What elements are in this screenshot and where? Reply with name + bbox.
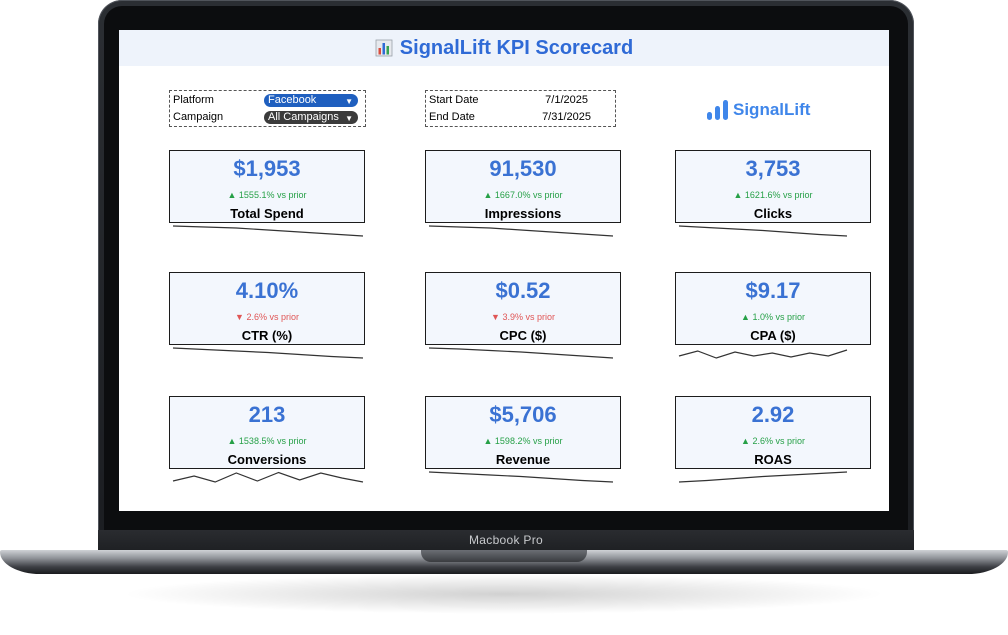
chevron-down-icon: ▼: [345, 114, 353, 123]
kpi-delta: ▲ 1555.1% vs prior: [227, 190, 307, 200]
kpi-value: 213: [248, 402, 286, 427]
kpi-label: Total Spend: [230, 206, 304, 221]
laptop-notch: [421, 550, 587, 562]
kpi-delta: ▲ 1621.6% vs prior: [733, 190, 813, 200]
kpi-card: 4.10% ▼ 2.6% vs prior CTR (%): [169, 272, 365, 345]
kpi-card: 213 ▲ 1538.5% vs prior Conversions: [169, 396, 365, 469]
kpi-delta: ▲ 1667.0% vs prior: [483, 190, 563, 200]
platform-dropdown[interactable]: Facebook ▼: [264, 94, 358, 107]
platform-dropdown-value: Facebook: [268, 94, 317, 106]
kpi-card: 91,530 ▲ 1667.0% vs prior Impressions: [425, 150, 621, 223]
campaign-label: Campaign: [173, 111, 224, 123]
sparkline-path: [428, 347, 614, 359]
platform-label: Platform: [173, 94, 214, 106]
kpi-label: ROAS: [754, 452, 792, 467]
kpi-delta: ▼ 2.6% vs prior: [235, 312, 299, 322]
sparkline-path: [428, 471, 614, 483]
device-label: Macbook Pro: [98, 530, 914, 550]
sparkline-path: [678, 225, 848, 237]
kpi-label: Clicks: [753, 206, 793, 221]
kpi-value: $9.17: [745, 278, 801, 303]
kpi-value: 4.10%: [235, 278, 299, 303]
sparkline-path: [172, 471, 364, 483]
kpi-label: CPC ($): [499, 328, 547, 343]
kpi-sparkline: [172, 347, 364, 359]
kpi-sparkline: [172, 471, 364, 483]
kpi-value: 2.92: [751, 402, 795, 427]
sparkline-path: [172, 347, 364, 359]
kpi-value: $5,706: [489, 402, 557, 427]
sparkline-path: [678, 471, 848, 483]
kpi-value: 91,530: [489, 156, 557, 181]
campaign-dropdown[interactable]: All Campaigns ▼: [264, 111, 358, 124]
kpi-sparkline: [172, 225, 364, 237]
kpi-label: Impressions: [484, 206, 562, 221]
page-title: SignalLift KPI Scorecard: [399, 36, 634, 59]
kpi-label: CTR (%): [241, 328, 293, 343]
kpi-label: Conversions: [227, 452, 307, 467]
signal-bars-icon: [707, 100, 728, 120]
title-bar: SignalLift KPI Scorecard: [119, 30, 889, 66]
kpi-value: $1,953: [233, 156, 301, 181]
kpi-card: $0.52 ▼ 3.9% vs prior CPC ($): [425, 272, 621, 345]
kpi-label: Revenue: [495, 452, 551, 467]
kpi-label: CPA ($): [750, 328, 796, 343]
sparkline-path: [428, 225, 614, 237]
kpi-delta: ▲ 1598.2% vs prior: [483, 436, 563, 446]
start-date-value[interactable]: 7/1/2025: [545, 94, 588, 106]
kpi-sparkline: [428, 471, 614, 483]
kpi-card: 2.92 ▲ 2.6% vs prior ROAS: [675, 396, 871, 469]
kpi-card: $1,953 ▲ 1555.1% vs prior Total Spend: [169, 150, 365, 223]
end-date-label: End Date: [429, 111, 475, 123]
end-date-value[interactable]: 7/31/2025: [542, 111, 591, 123]
laptop-shadow: [120, 574, 888, 614]
chevron-down-icon: ▼: [345, 97, 353, 106]
filter-panel: Platform Facebook ▼ Campaign All Campaig…: [169, 90, 366, 127]
bar-chart-icon: [375, 39, 393, 57]
kpi-delta: ▲ 1538.5% vs prior: [227, 436, 307, 446]
date-range-panel: Start Date 7/1/2025 End Date 7/31/2025: [425, 90, 616, 127]
campaign-dropdown-value: All Campaigns: [268, 111, 339, 123]
kpi-value: 3,753: [745, 156, 801, 181]
kpi-card: $9.17 ▲ 1.0% vs prior CPA ($): [675, 272, 871, 345]
kpi-delta: ▲ 1.0% vs prior: [741, 312, 805, 322]
brand-name: SignalLift: [733, 100, 811, 119]
kpi-delta: ▼ 3.9% vs prior: [491, 312, 555, 322]
sparkline-path: [172, 225, 364, 237]
kpi-sparkline: [678, 225, 848, 237]
brand-logo: SignalLift: [707, 98, 810, 122]
kpi-sparkline: [428, 347, 614, 359]
kpi-delta: ▲ 2.6% vs prior: [741, 436, 805, 446]
dashboard-screen: SignalLift KPI Scorecard Platform Facebo…: [119, 30, 889, 511]
kpi-sparkline: [678, 349, 848, 359]
start-date-label: Start Date: [429, 94, 479, 106]
sparkline-path: [678, 349, 848, 359]
kpi-card: $5,706 ▲ 1598.2% vs prior Revenue: [425, 396, 621, 469]
kpi-value: $0.52: [495, 278, 551, 303]
kpi-card: 3,753 ▲ 1621.6% vs prior Clicks: [675, 150, 871, 223]
kpi-sparkline: [678, 471, 848, 483]
kpi-sparkline: [428, 225, 614, 237]
